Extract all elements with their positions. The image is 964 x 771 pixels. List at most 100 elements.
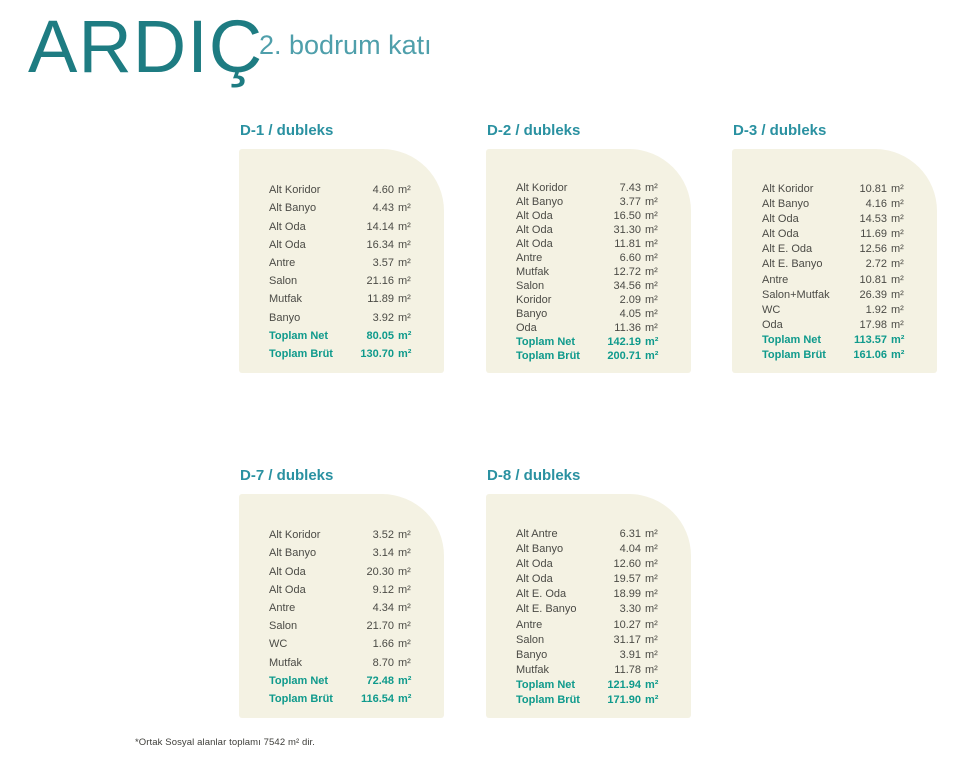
room-label: Mutfak	[516, 664, 550, 677]
room-row: Alt Koridor 4.60 m²	[269, 181, 420, 199]
unit-label: m²	[645, 618, 658, 631]
unit-label: m²	[645, 350, 659, 362]
room-row: Alt Oda 11.81 m²	[516, 237, 667, 251]
total-row: Toplam Brüt 200.71 m²	[516, 349, 667, 363]
room-label: Alt Oda	[269, 238, 306, 251]
unit-label: m²	[645, 322, 658, 334]
room-row: Alt Antre 6.31 m²	[516, 526, 667, 541]
unit-label: m²	[891, 258, 904, 271]
room-label: Alt Oda	[516, 210, 553, 222]
area-value: 21.16	[366, 275, 394, 288]
unit-label: m²	[398, 620, 411, 633]
room-label: Salon	[269, 275, 298, 288]
room-row: Oda 17.98 m²	[762, 318, 913, 333]
area-value: 14.53	[859, 212, 887, 225]
room-row: Alt Banyo 3.14 m²	[269, 544, 420, 562]
area-value: 26.39	[859, 288, 887, 301]
room-label: Salon	[269, 620, 298, 633]
unit-label: m²	[645, 588, 658, 601]
area-value: 7.43	[619, 182, 641, 194]
room-label: Toplam Net	[269, 329, 329, 342]
room-row: Alt Oda 12.60 m²	[516, 556, 667, 571]
area-value: 12.60	[613, 557, 641, 570]
room-row: Antre 4.34 m²	[269, 599, 420, 617]
room-label: Alt Koridor	[516, 182, 568, 194]
unit-label: m²	[645, 527, 658, 540]
unit-label: m²	[891, 197, 904, 210]
room-row: Antre 10.81 m²	[762, 272, 913, 287]
unit-label: m²	[398, 220, 411, 233]
unit-label: m²	[398, 347, 412, 360]
unit-label: m²	[398, 547, 411, 560]
total-row: Toplam Brüt 130.70 m²	[269, 345, 420, 363]
unit-label: m²	[398, 256, 411, 269]
total-row: Toplam Net 80.05 m²	[269, 327, 420, 345]
room-label: Alt Oda	[762, 212, 799, 225]
room-row: Alt E. Oda 12.56 m²	[762, 242, 913, 257]
unit-label: m²	[645, 694, 659, 707]
room-row: Salon 31.17 m²	[516, 632, 667, 647]
area-value: 4.43	[372, 202, 394, 215]
room-row: Alt Oda 16.50 m²	[516, 209, 667, 223]
room-label: Antre	[516, 618, 543, 631]
total-row: Toplam Brüt 116.54 m²	[269, 690, 420, 708]
unit-label: m²	[891, 319, 904, 332]
area-value: 12.56	[859, 243, 887, 256]
room-label: Antre	[516, 252, 543, 264]
room-label: Toplam Net	[762, 334, 822, 347]
unit-area-table: Alt Koridor 10.81 m² Alt Banyo 4.16 m² Alt Oda…	[732, 149, 937, 373]
unit-label: m²	[645, 182, 658, 194]
room-label: Alt Banyo	[269, 547, 317, 560]
room-label: Alt Banyo	[516, 542, 564, 555]
unit-label: m²	[645, 542, 658, 555]
room-row: Antre 6.60 m²	[516, 251, 667, 265]
area-value: 8.70	[372, 656, 394, 669]
room-label: Alt E. Banyo	[762, 258, 823, 271]
unit-label: m²	[891, 349, 905, 362]
room-label: Toplam Brüt	[762, 349, 826, 362]
area-value: 4.05	[619, 308, 641, 320]
room-label: Alt E. Banyo	[516, 603, 577, 616]
room-label: Alt Oda	[516, 224, 553, 236]
area-value: 6.60	[619, 252, 641, 264]
area-value: 11.81	[614, 238, 641, 250]
unit-area-table: Alt Koridor 4.60 m² Alt Banyo 4.43 m² Alt Oda 1…	[239, 149, 444, 373]
area-value: 1.66	[372, 638, 394, 651]
area-value: 14.14	[366, 220, 394, 233]
room-label: Toplam Net	[516, 336, 576, 348]
room-row: Mutfak 8.70 m²	[269, 653, 420, 671]
room-row: Alt Oda 9.12 m²	[269, 581, 420, 599]
area-value: 3.92	[372, 311, 394, 324]
unit-label: m²	[891, 228, 904, 241]
total-row: Toplam Net 142.19 m²	[516, 335, 667, 349]
room-row: Banyo 4.05 m²	[516, 307, 667, 321]
room-row: Antre 3.57 m²	[269, 254, 420, 272]
room-row: Banyo 3.92 m²	[269, 308, 420, 326]
room-label: Alt Koridor	[269, 184, 321, 197]
room-label: Alt Banyo	[516, 196, 564, 208]
room-label: Toplam Net	[516, 679, 576, 692]
room-label: Toplam Brüt	[269, 692, 333, 705]
unit-label: m²	[398, 329, 412, 342]
room-label: Salon	[516, 280, 545, 292]
area-value: 3.57	[372, 256, 394, 269]
room-label: Alt Oda	[269, 583, 306, 596]
room-label: Alt Oda	[762, 228, 799, 241]
unit-label: m²	[398, 638, 411, 651]
room-label: Koridor	[516, 294, 552, 306]
room-row: Alt E. Banyo 3.30 m²	[516, 602, 667, 617]
total-row: Toplam Net 121.94 m²	[516, 678, 667, 693]
unit-label: m²	[645, 633, 658, 646]
room-row: Koridor 2.09 m²	[516, 293, 667, 307]
unit-card-d2: D-2 / dubleks Alt Koridor 7.43 m² Alt Banyo…	[486, 122, 691, 373]
unit-card-d8: D-8 / dubleks Alt Antre 6.31 m² Alt Banyo 4.…	[486, 467, 691, 718]
room-row: Salon 21.16 m²	[269, 272, 420, 290]
unit-label: m²	[398, 565, 411, 578]
unit-label: m²	[398, 601, 411, 614]
area-value: 11.69	[860, 228, 887, 241]
area-value: 1.92	[865, 303, 887, 316]
room-row: Alt Oda 31.30 m²	[516, 223, 667, 237]
area-value: 80.05	[366, 329, 394, 342]
room-row: Antre 10.27 m²	[516, 617, 667, 632]
unit-label: m²	[398, 293, 411, 306]
